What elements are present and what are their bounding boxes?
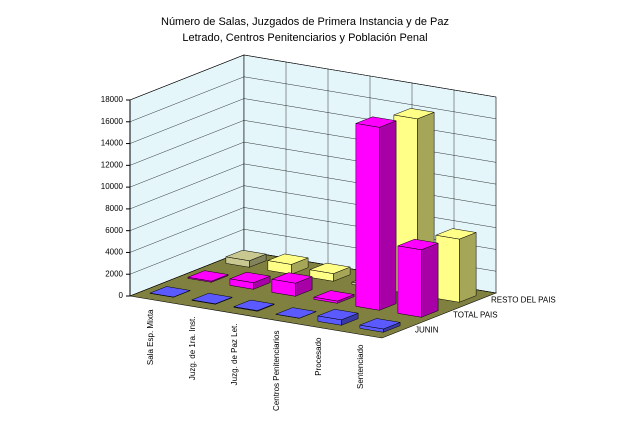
grid-line [129,76,497,122]
y-tick-label: 0 [119,291,124,300]
x-tick-label: Juzg. de Paz Let. [230,324,239,386]
y-tick-label: 2000 [105,269,123,278]
bar-top [392,108,436,120]
bar [396,238,440,318]
bar [270,272,314,297]
bar-side-shade [341,313,359,326]
y-tick-label: 8000 [105,204,123,213]
bar-side-shade [253,276,271,290]
bar-top [308,262,352,274]
bar-top [312,290,356,302]
bar [190,293,234,305]
bar [434,228,478,303]
bar-top [358,318,402,330]
bar-side-shade [333,267,351,282]
bar-side-shade [249,254,267,268]
bar-side-shade [295,276,313,297]
bar-top [148,286,192,298]
bar [266,253,310,275]
bar-side-shade [337,294,355,304]
bar [308,262,352,282]
bar-top [186,270,230,282]
bar-side-shade [291,257,309,275]
y-tick-label: 18000 [101,95,124,104]
bar [312,290,356,304]
bar [316,309,360,326]
bar [232,299,276,312]
bar [224,249,268,268]
series-label: RESTO DEL PAIS [491,296,556,305]
bar [274,307,318,319]
x-tick-label: Sentenciado [356,344,365,389]
x-tick-label: Juzg. de 1ra. Inst. [188,317,197,381]
bar-top [224,249,268,261]
y-tick-label: 4000 [105,248,123,257]
bar-front [355,123,380,311]
bar [228,271,272,290]
bar-side-shade [379,120,397,311]
bar-top [232,299,276,311]
series-label: JUNIN [415,326,439,335]
bar-top [274,307,318,319]
y-tick-label: 10000 [101,182,124,191]
bar-side-shade [459,232,477,303]
y-tick-label: 6000 [105,226,123,235]
bar-top [190,293,234,305]
y-tick-label: 12000 [101,160,124,169]
bar-top [354,116,398,128]
bar [186,270,230,283]
bar [354,116,398,311]
bar-side-shade [211,274,229,283]
bar-top [396,238,440,251]
chart-title: Número de Salas, Juzgados de Primera Ins… [161,16,449,44]
series-label: TOTAL PAIS [453,311,498,320]
bar-top [316,309,360,321]
bar [148,286,192,298]
y-tick-label: 16000 [101,117,124,126]
bar-top [270,272,314,284]
bar-front [435,234,460,303]
bar-front [397,245,422,318]
x-tick-label: Sala Esp. Mixta [146,309,155,365]
y-tick-label: 14000 [101,139,124,148]
bar-top [266,253,310,265]
x-tick-label: Centros Penitenciarios [272,331,281,411]
bar-side-shade [383,322,401,333]
bar [358,318,402,333]
bar-top [228,271,272,283]
x-tick-label: Procesado [314,337,323,376]
grid-line [129,54,497,101]
bar-top [434,228,478,240]
bar-side-shade [421,243,439,318]
